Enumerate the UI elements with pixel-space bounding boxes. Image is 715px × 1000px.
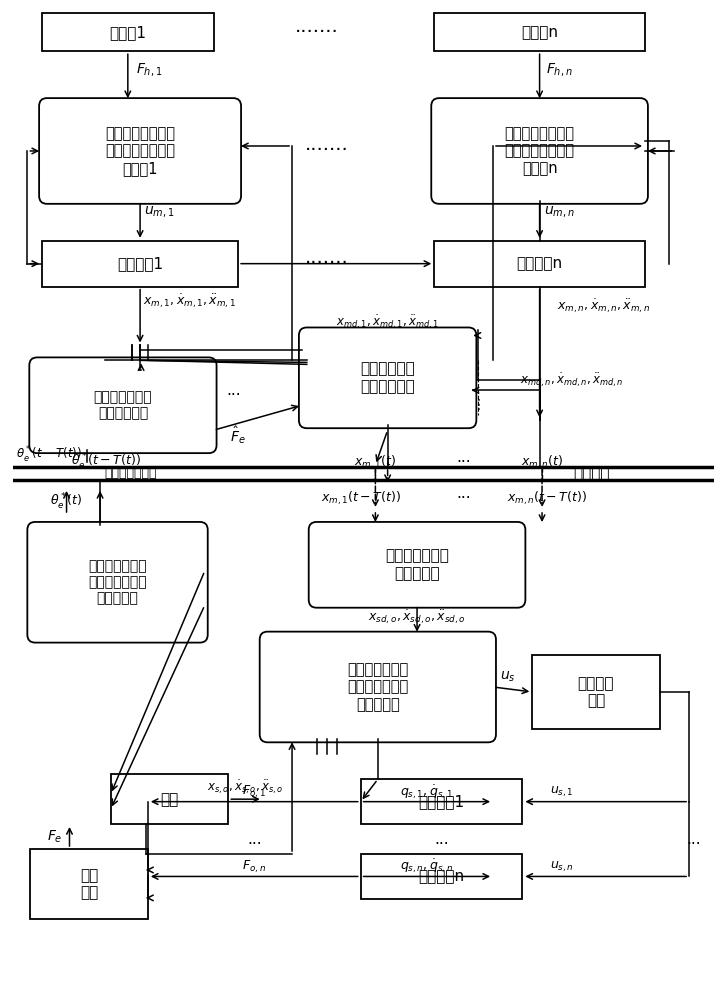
Text: $F_{h,1}$: $F_{h,1}$ bbox=[137, 61, 162, 78]
Text: $F_{o,1}$: $F_{o,1}$ bbox=[242, 783, 266, 800]
FancyBboxPatch shape bbox=[30, 849, 148, 919]
Text: 从机器人n: 从机器人n bbox=[418, 869, 465, 884]
Text: ...: ... bbox=[686, 832, 701, 847]
Text: ...: ... bbox=[247, 832, 262, 847]
Text: $\theta_e^*(t)$: $\theta_e^*(t)$ bbox=[50, 492, 83, 512]
Text: 通信通道: 通信通道 bbox=[573, 466, 609, 481]
Text: ...: ... bbox=[434, 832, 449, 847]
Text: 主机器人1: 主机器人1 bbox=[117, 256, 163, 271]
Text: $x_{sd,o},\dot{x}_{sd,o},\ddot{x}_{sd,o}$: $x_{sd,o},\dot{x}_{sd,o},\ddot{x}_{sd,o}… bbox=[368, 608, 466, 626]
Text: $x_{md,n},\dot{x}_{md,n},\ddot{x}_{md,n}$: $x_{md,n},\dot{x}_{md,n},\ddot{x}_{md,n}… bbox=[520, 371, 623, 389]
FancyBboxPatch shape bbox=[532, 655, 660, 729]
FancyBboxPatch shape bbox=[360, 779, 523, 824]
Text: 抓取
目标: 抓取 目标 bbox=[80, 868, 98, 900]
FancyBboxPatch shape bbox=[360, 854, 523, 899]
FancyBboxPatch shape bbox=[431, 98, 648, 204]
Text: 协同控制
算法: 协同控制 算法 bbox=[578, 676, 614, 708]
FancyBboxPatch shape bbox=[434, 13, 645, 51]
Text: 操作者1: 操作者1 bbox=[109, 25, 147, 40]
Text: ···: ··· bbox=[456, 491, 471, 506]
Text: 环境: 环境 bbox=[160, 792, 179, 807]
Text: $x_{m,1},\dot{x}_{m,1},\ddot{x}_{m,1}$: $x_{m,1},\dot{x}_{m,1},\ddot{x}_{m,1}$ bbox=[142, 292, 236, 310]
FancyBboxPatch shape bbox=[42, 241, 238, 287]
Text: $F_e$: $F_e$ bbox=[47, 828, 63, 845]
FancyBboxPatch shape bbox=[309, 522, 526, 608]
Text: 操作者n: 操作者n bbox=[521, 25, 558, 40]
Text: ...: ... bbox=[226, 383, 240, 398]
Text: 基于模糊逻辑的主
机器人自适应多边
控制器n: 基于模糊逻辑的主 机器人自适应多边 控制器n bbox=[505, 126, 575, 176]
Text: $q_{s,1},\dot{q}_{s,1}$: $q_{s,1},\dot{q}_{s,1}$ bbox=[400, 783, 453, 801]
Text: $x_{m,n}(t)$: $x_{m,n}(t)$ bbox=[521, 453, 563, 471]
FancyBboxPatch shape bbox=[111, 774, 228, 824]
Text: 从机器人的理想
轨迹生成器: 从机器人的理想 轨迹生成器 bbox=[385, 549, 449, 581]
FancyBboxPatch shape bbox=[42, 13, 214, 51]
Text: ⋮: ⋮ bbox=[471, 398, 485, 412]
Text: $u_{s,1}$: $u_{s,1}$ bbox=[550, 784, 573, 799]
FancyBboxPatch shape bbox=[27, 522, 208, 643]
Text: 基于模糊逻辑的
主端环境重构: 基于模糊逻辑的 主端环境重构 bbox=[94, 390, 152, 420]
Text: 基于模糊逻辑的主
机器人自适应多边
控制器1: 基于模糊逻辑的主 机器人自适应多边 控制器1 bbox=[105, 126, 175, 176]
Text: ···: ··· bbox=[456, 455, 471, 470]
Text: 从机器人1: 从机器人1 bbox=[418, 794, 465, 809]
Text: $x_{m,1}(t)$: $x_{m,1}(t)$ bbox=[354, 453, 397, 471]
Text: $u_{m,1}$: $u_{m,1}$ bbox=[144, 205, 175, 220]
Text: 主机器人的理
想轨迹生成器: 主机器人的理 想轨迹生成器 bbox=[360, 362, 415, 394]
FancyBboxPatch shape bbox=[434, 241, 645, 287]
FancyBboxPatch shape bbox=[260, 632, 496, 742]
FancyBboxPatch shape bbox=[29, 357, 217, 453]
Text: 主机器人n: 主机器人n bbox=[516, 256, 563, 271]
Text: $x_{s,o},\dot{x}_{s,o},\ddot{x}_{s,o}$: $x_{s,o},\dot{x}_{s,o},\ddot{x}_{s,o}$ bbox=[207, 778, 284, 796]
Text: $x_{m,n},\dot{x}_{m,n},\ddot{x}_{m,n}$: $x_{m,n},\dot{x}_{m,n},\ddot{x}_{m,n}$ bbox=[557, 297, 650, 315]
Text: $x_{m,n}\left(t-T(t)\right)$: $x_{m,n}\left(t-T(t)\right)$ bbox=[507, 489, 587, 507]
Text: $x_{md,1},\dot{x}_{md,1},\ddot{x}_{md,1}$: $x_{md,1},\dot{x}_{md,1},\ddot{x}_{md,1}… bbox=[336, 314, 439, 331]
Text: $x_{m,1}\left(t-T(t)\right)$: $x_{m,1}\left(t-T(t)\right)$ bbox=[321, 489, 400, 507]
Text: $u_{m,n}$: $u_{m,n}$ bbox=[544, 205, 575, 220]
FancyBboxPatch shape bbox=[299, 327, 476, 428]
Text: $q_{s,n},\dot{q}_{s,n}$: $q_{s,n},\dot{q}_{s,n}$ bbox=[400, 858, 453, 875]
Text: $u_s$: $u_s$ bbox=[500, 670, 516, 684]
Text: $F_{o,n}$: $F_{o,n}$ bbox=[242, 858, 266, 875]
Text: ·······: ······· bbox=[305, 254, 348, 273]
Text: ·······: ······· bbox=[295, 23, 338, 42]
Text: $\theta_e^*(t-T(t))$: $\theta_e^*(t-T(t))$ bbox=[16, 445, 82, 465]
Text: ·······: ······· bbox=[305, 141, 348, 160]
FancyBboxPatch shape bbox=[39, 98, 241, 204]
Text: $\theta_e^*(t-T(t))$: $\theta_e^*(t-T(t))$ bbox=[72, 452, 142, 472]
Text: 基于模糊逻辑的
非功率环境动力
学参数估计: 基于模糊逻辑的 非功率环境动力 学参数估计 bbox=[88, 559, 147, 605]
Text: $F_{h,n}$: $F_{h,n}$ bbox=[546, 61, 573, 78]
Text: 非功率信号传输: 非功率信号传输 bbox=[104, 467, 157, 480]
Text: $\hat{F}_e$: $\hat{F}_e$ bbox=[230, 424, 246, 446]
Text: 基于模糊逻辑的
从机器人自适应
多边控制器: 基于模糊逻辑的 从机器人自适应 多边控制器 bbox=[347, 662, 408, 712]
Text: $u_{s,n}$: $u_{s,n}$ bbox=[550, 859, 573, 874]
